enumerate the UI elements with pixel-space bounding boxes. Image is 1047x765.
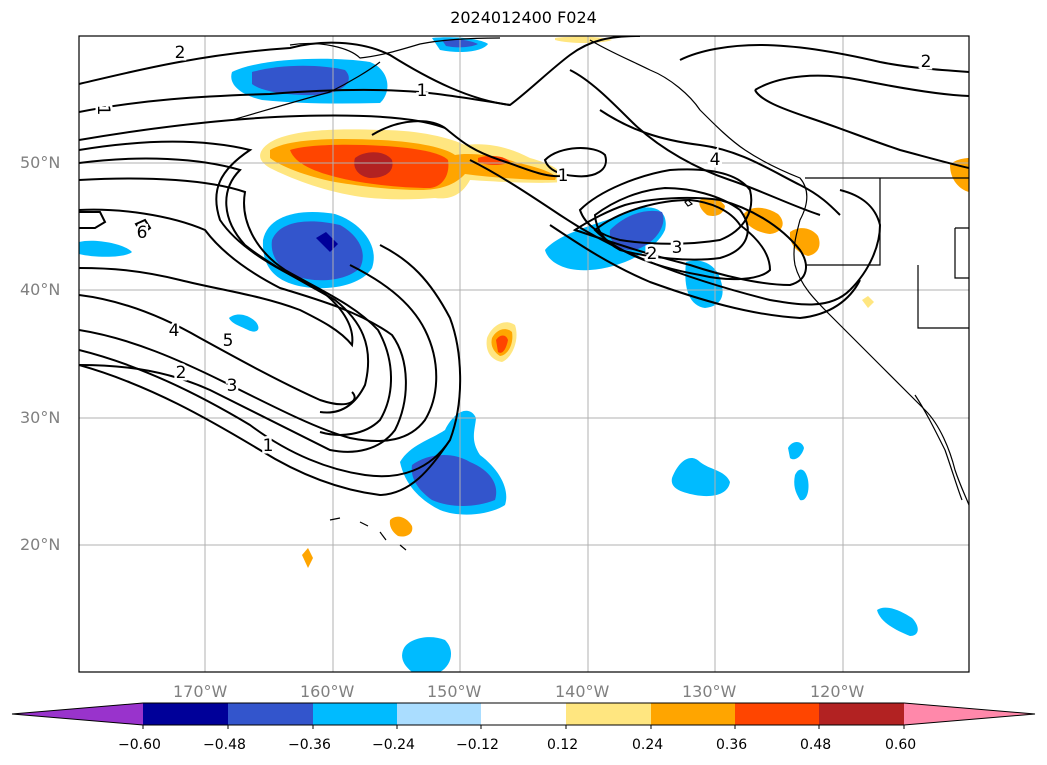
contour-label: 1: [93, 105, 113, 116]
colorbar-tick-label: 0.36: [716, 737, 748, 753]
lon-label-170w: 170°W: [173, 682, 228, 701]
contour-labels: 2 1 1 1 6 4 5 2 3 1 1 4 2 3 2: [91, 41, 934, 459]
coastlines: [231, 37, 969, 551]
colorbar-tick-label: −0.60: [118, 737, 161, 753]
lat-label-50n: 50°N: [20, 153, 61, 172]
contour-label: 1: [417, 81, 428, 101]
colorbar-tick-label: 0.60: [885, 737, 917, 753]
colorbar-extend-low: [12, 703, 143, 725]
colorbar-segment: [566, 703, 651, 725]
lon-label-140w: 140°W: [555, 682, 610, 701]
contour-label: 2: [176, 363, 187, 383]
lat-label-30n: 30°N: [20, 408, 61, 427]
contour-label: 3: [672, 238, 683, 258]
lat-label-20n: 20°N: [20, 535, 61, 554]
contour-label: 2: [647, 244, 658, 264]
contour-label: 2: [175, 43, 186, 63]
contour-label: 4: [169, 321, 180, 341]
colorbar-tick-label: −0.48: [203, 737, 246, 753]
contour-label: 4: [710, 150, 721, 170]
contour-label: 2: [921, 52, 932, 72]
colorbar-tick-label: −0.36: [288, 737, 331, 753]
contour-label: 1: [263, 436, 274, 456]
colorbar-tick-label: 0.48: [800, 737, 832, 753]
positive-anomaly-fill: [260, 36, 969, 568]
contour-label: 5: [223, 331, 234, 351]
contour-label: 6: [137, 223, 148, 243]
map-plot-area: [79, 36, 969, 672]
colorbar-tick-label: 0.24: [632, 737, 664, 753]
map-title: 2024012400 F024: [450, 8, 597, 27]
colorbar-extend-high: [904, 703, 1035, 725]
colorbar-segment: [143, 703, 228, 725]
colorbar: [11, 702, 1036, 729]
colorbar-tick-label: 0.12: [547, 737, 579, 753]
colorbar-segment: [651, 703, 735, 725]
contour-label: 3: [227, 376, 238, 396]
colorbar-segment: [397, 703, 481, 725]
map-frame: [78, 35, 970, 673]
lon-label-150w: 150°W: [427, 682, 482, 701]
colorbar-tick-label: −0.24: [372, 737, 415, 753]
lon-label-160w: 160°W: [300, 682, 355, 701]
colorbar-segment: [819, 703, 904, 725]
lat-label-40n: 40°N: [20, 280, 61, 299]
colorbar-segment: [735, 703, 819, 725]
lon-label-130w: 130°W: [682, 682, 737, 701]
graticule: [79, 36, 969, 672]
contour-label: 1: [558, 167, 569, 187]
contour-label: 1: [558, 166, 569, 186]
colorbar-segment: [481, 703, 566, 725]
colorbar-segment: [313, 703, 397, 725]
height-contours: [79, 36, 969, 497]
colorbar-tick-label: −0.12: [456, 737, 499, 753]
lon-label-120w: 120°W: [810, 682, 865, 701]
colorbar-segment: [228, 703, 313, 725]
